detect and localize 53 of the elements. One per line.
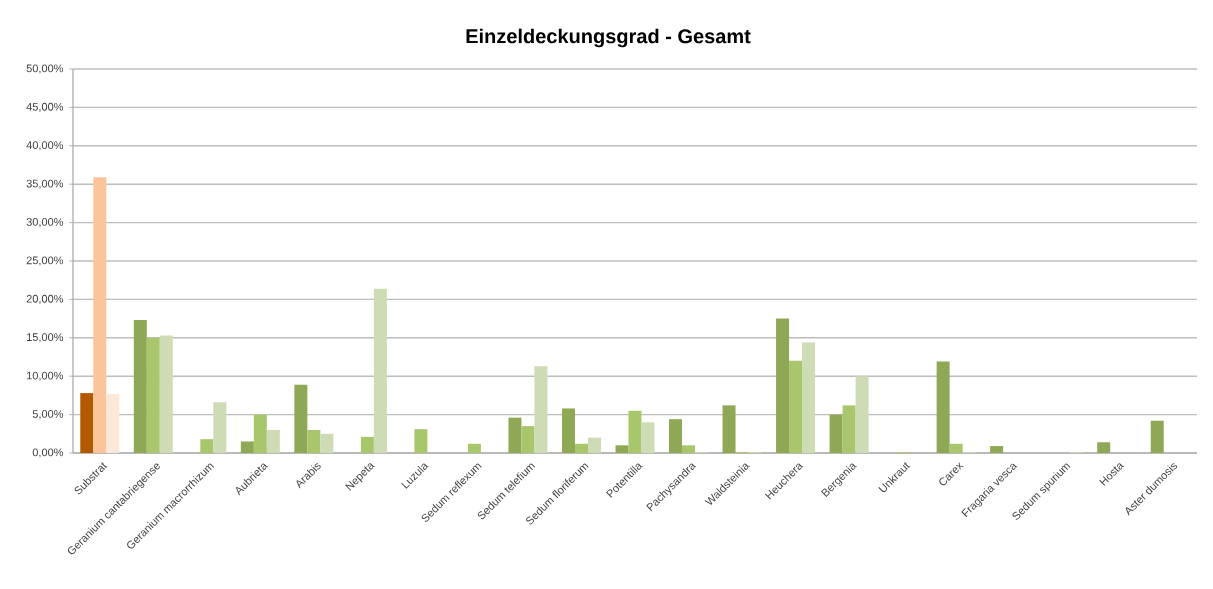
y-tick-label: 0,00% (32, 448, 64, 458)
y-tick-label: 25,00% (26, 256, 64, 266)
bar (561, 408, 575, 453)
bar (534, 366, 548, 453)
bar (80, 393, 94, 453)
bar (990, 446, 1004, 453)
bar (949, 443, 963, 453)
bar (641, 422, 655, 453)
y-tick-label: 40,00% (26, 141, 64, 151)
bar (373, 288, 387, 453)
bar (842, 405, 856, 453)
y-tick-label: 35,00% (26, 179, 64, 189)
bar (802, 342, 816, 453)
y-tick-label: 20,00% (26, 294, 64, 304)
bar (615, 445, 629, 453)
bar (159, 335, 173, 453)
bar (253, 414, 267, 453)
bar (307, 429, 321, 453)
bar (574, 443, 588, 453)
bar (587, 437, 601, 453)
bar (146, 337, 160, 453)
bar (789, 360, 803, 453)
bar (1150, 420, 1164, 453)
bar (360, 436, 374, 453)
y-tick-label: 15,00% (27, 333, 64, 343)
y-tick-label: 5,00% (32, 410, 64, 420)
chart-title: Einzeldeckungsgrad - Gesamt (466, 28, 751, 48)
y-tick-label: 10,00% (27, 371, 64, 381)
bar (93, 177, 107, 453)
bar (628, 410, 642, 453)
bar (722, 405, 736, 453)
bar (200, 439, 214, 453)
bar (508, 417, 522, 453)
y-tick-label: 45,00% (26, 102, 64, 112)
bar (467, 443, 481, 453)
bar (106, 393, 120, 453)
bar (669, 419, 683, 453)
y-tick-label: 50,00% (26, 64, 64, 74)
bar (855, 376, 869, 453)
bar (414, 429, 428, 453)
bar (1097, 442, 1111, 453)
bar (213, 402, 227, 453)
bar (133, 320, 147, 453)
bar (776, 318, 790, 453)
bar (936, 361, 950, 453)
bar (240, 441, 254, 453)
bar (266, 429, 280, 453)
y-tick-label: 30,00% (26, 218, 64, 228)
bar (521, 426, 535, 453)
bar (829, 414, 843, 453)
bar (682, 445, 696, 453)
bar (294, 384, 308, 453)
bar (320, 433, 334, 453)
